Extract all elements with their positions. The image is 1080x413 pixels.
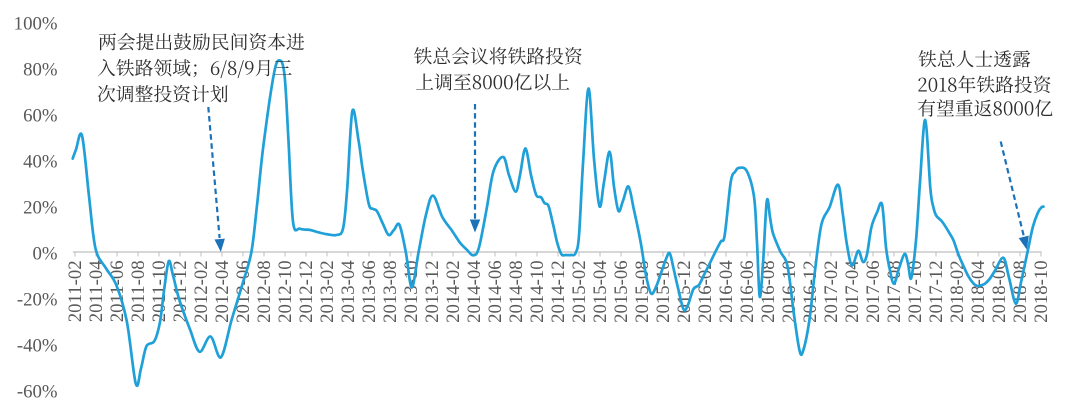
- svg-text:2014-04: 2014-04: [464, 260, 485, 323]
- svg-text:2011-10: 2011-10: [149, 260, 170, 322]
- svg-text:2013-08: 2013-08: [380, 260, 401, 323]
- svg-text:2016-02: 2016-02: [695, 260, 716, 323]
- svg-text:2015-12: 2015-12: [674, 260, 695, 323]
- svg-text:2014-08: 2014-08: [506, 260, 527, 323]
- svg-text:-40%: -40%: [17, 335, 58, 356]
- svg-text:2013-10: 2013-10: [401, 260, 422, 323]
- svg-text:2018-10: 2018-10: [1031, 260, 1052, 323]
- svg-text:2013-06: 2013-06: [359, 260, 380, 323]
- svg-text:2012-08: 2012-08: [254, 260, 275, 323]
- svg-text:2016-06: 2016-06: [737, 260, 758, 323]
- svg-text:2012-10: 2012-10: [275, 260, 296, 323]
- svg-text:2013-02: 2013-02: [317, 260, 338, 323]
- svg-text:2011-02: 2011-02: [65, 260, 86, 322]
- svg-text:20%: 20%: [23, 197, 57, 218]
- svg-text:2016-10: 2016-10: [779, 260, 800, 323]
- svg-text:2014-10: 2014-10: [527, 260, 548, 323]
- svg-text:2017-06: 2017-06: [863, 260, 884, 323]
- svg-text:2015-04: 2015-04: [590, 260, 611, 323]
- svg-text:-20%: -20%: [17, 289, 58, 310]
- svg-text:2017-04: 2017-04: [842, 260, 863, 323]
- svg-text:2018-06: 2018-06: [989, 260, 1010, 323]
- svg-text:2015-08: 2015-08: [632, 260, 653, 323]
- svg-text:2015-10: 2015-10: [653, 260, 674, 323]
- svg-text:2013-12: 2013-12: [422, 260, 443, 323]
- svg-text:2012-06: 2012-06: [233, 260, 254, 323]
- svg-text:2017-08: 2017-08: [884, 260, 905, 323]
- svg-text:2017-02: 2017-02: [821, 260, 842, 323]
- svg-text:2014-02: 2014-02: [443, 260, 464, 323]
- svg-text:2012-02: 2012-02: [191, 260, 212, 323]
- svg-text:2015-06: 2015-06: [611, 260, 632, 323]
- svg-text:2011-12: 2011-12: [170, 260, 191, 322]
- svg-text:2014-06: 2014-06: [485, 260, 506, 323]
- svg-text:80%: 80%: [23, 59, 57, 80]
- svg-text:2011-08: 2011-08: [128, 260, 149, 322]
- svg-text:0%: 0%: [32, 243, 57, 264]
- svg-text:60%: 60%: [23, 105, 57, 126]
- svg-text:2013-04: 2013-04: [338, 260, 359, 323]
- svg-text:2017-12: 2017-12: [926, 260, 947, 323]
- svg-text:2012-04: 2012-04: [212, 260, 233, 323]
- svg-text:2014-12: 2014-12: [548, 260, 569, 323]
- svg-text:2018-04: 2018-04: [968, 260, 989, 323]
- svg-text:2016-04: 2016-04: [716, 260, 737, 323]
- svg-text:2012-12: 2012-12: [296, 260, 317, 323]
- svg-text:100%: 100%: [14, 13, 58, 34]
- svg-text:-60%: -60%: [17, 381, 58, 402]
- svg-text:2018-02: 2018-02: [947, 260, 968, 323]
- svg-text:2011-04: 2011-04: [86, 260, 107, 323]
- svg-text:40%: 40%: [23, 151, 57, 172]
- svg-text:2015-02: 2015-02: [569, 260, 590, 323]
